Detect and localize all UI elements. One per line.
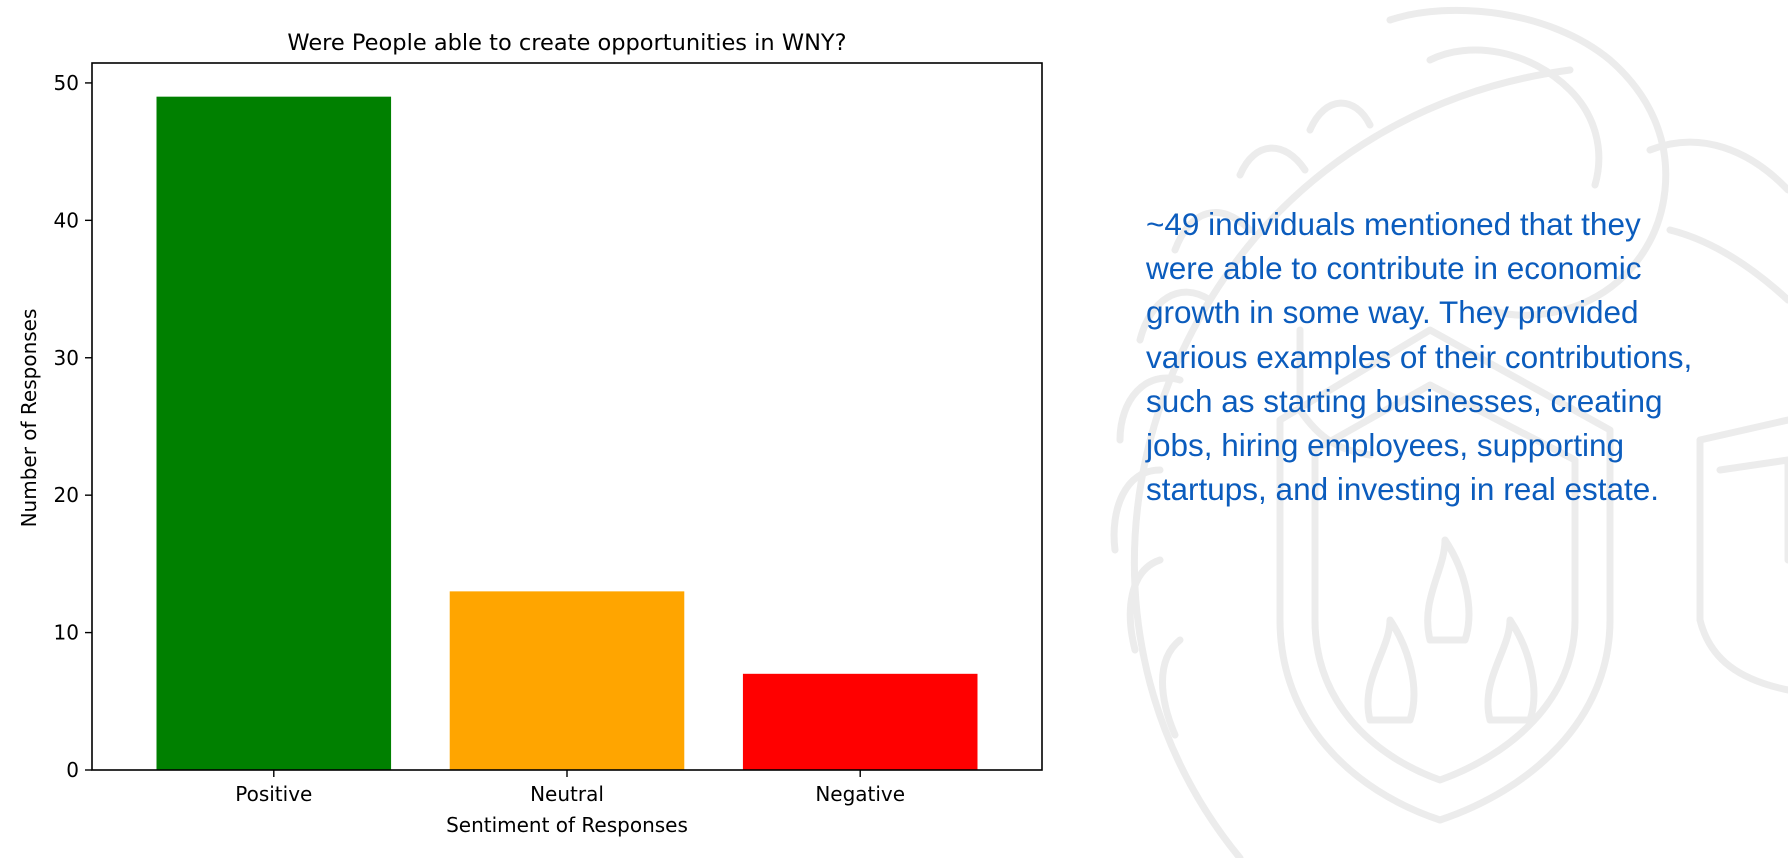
x-tick-label-positive: Positive — [235, 782, 312, 806]
chart-title: Were People able to create opportunities… — [287, 30, 846, 56]
x-tick-label-neutral: Neutral — [530, 782, 604, 806]
bar-neutral — [449, 591, 685, 770]
bar-negative — [742, 673, 978, 770]
x-axis-label: Sentiment of Responses — [446, 813, 688, 837]
summary-text: ~49 individuals mentioned that they were… — [1146, 206, 1693, 508]
y-tick-label-0: 0 — [66, 758, 79, 782]
y-tick-label-50: 50 — [54, 71, 79, 95]
x-tick-label-negative: Negative — [815, 782, 905, 806]
y-tick-label-10: 10 — [54, 621, 79, 645]
y-axis-label: Number of Responses — [17, 309, 41, 528]
bar-chart: Were People able to create opportunities… — [17, 30, 1043, 837]
y-tick-label-30: 30 — [54, 346, 79, 370]
bar-positive — [156, 96, 392, 770]
seal-watermark-icon — [1090, 0, 1788, 858]
y-tick-label-20: 20 — [54, 483, 79, 507]
y-tick-label-40: 40 — [54, 208, 79, 232]
